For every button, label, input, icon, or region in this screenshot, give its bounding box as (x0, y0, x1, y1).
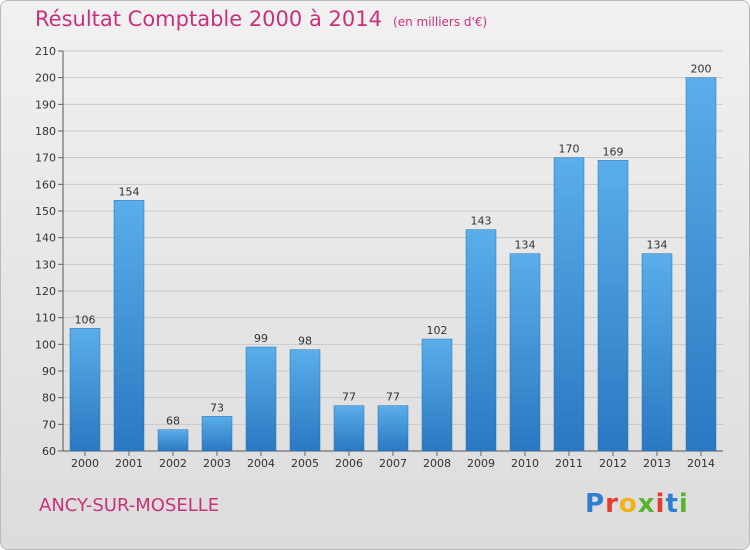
x-tick-label: 2010 (511, 457, 539, 470)
bar (509, 253, 541, 452)
bar (113, 200, 145, 452)
bar-value-label: 106 (75, 313, 96, 326)
bar-value-label: 77 (342, 391, 356, 404)
x-tick-label: 2003 (203, 457, 231, 470)
x-tick-label: 2002 (159, 457, 187, 470)
logo-letter: o (618, 489, 638, 519)
logo-letter: P (585, 489, 606, 519)
bar (201, 416, 233, 452)
bar-value-label: 134 (647, 239, 668, 252)
bar-value-label: 99 (254, 332, 268, 345)
bar (69, 328, 101, 452)
x-tick-label: 2012 (599, 457, 627, 470)
bar (553, 157, 585, 452)
x-tick-label: 2006 (335, 457, 363, 470)
bar-value-label: 170 (559, 143, 580, 156)
y-tick-label: 100 (35, 338, 56, 351)
x-tick-label: 2005 (291, 457, 319, 470)
bar (333, 405, 365, 452)
y-tick-label: 130 (35, 258, 56, 271)
x-tick-label: 2011 (555, 457, 583, 470)
bar (597, 160, 629, 452)
bar (245, 346, 277, 452)
y-tick-label: 200 (35, 72, 56, 85)
bar (157, 429, 189, 452)
y-tick-label: 150 (35, 205, 56, 218)
y-tick-label: 160 (35, 178, 56, 191)
bar-value-label: 154 (119, 185, 140, 198)
x-tick-label: 2004 (247, 457, 275, 470)
bar-value-label: 143 (471, 215, 492, 228)
bar-value-label: 134 (515, 239, 536, 252)
bar (421, 338, 453, 452)
bar-value-label: 200 (691, 63, 712, 76)
x-tick-label: 2000 (71, 457, 99, 470)
logo-letter: t (665, 489, 679, 519)
commune-name: ANCY-SUR-MOSELLE (39, 495, 220, 516)
chart-title: Résultat Comptable 2000 à 2014 (35, 7, 382, 31)
x-tick-label: 2007 (379, 457, 407, 470)
x-tick-label: 2009 (467, 457, 495, 470)
y-tick-label: 60 (42, 445, 56, 458)
y-tick-label: 140 (35, 232, 56, 245)
bar-value-label: 77 (386, 391, 400, 404)
bar (685, 77, 717, 452)
y-tick-label: 80 (42, 392, 56, 405)
bar (377, 405, 409, 452)
y-tick-label: 70 (42, 418, 56, 431)
bar (641, 253, 673, 452)
x-tick-label: 2001 (115, 457, 143, 470)
title-block: Résultat Comptable 2000 à 2014 (en milli… (35, 7, 487, 31)
y-tick-label: 90 (42, 365, 56, 378)
y-tick-label: 190 (35, 98, 56, 111)
logo-letter: i (678, 489, 689, 519)
y-tick-label: 180 (35, 125, 56, 138)
logo-letter: r (605, 489, 619, 519)
x-tick-label: 2014 (687, 457, 715, 470)
x-tick-label: 2008 (423, 457, 451, 470)
bar-value-label: 169 (603, 145, 624, 158)
bar-value-label: 68 (166, 415, 180, 428)
y-tick-label: 110 (35, 312, 56, 325)
bar-value-label: 102 (427, 324, 448, 337)
bar (465, 229, 497, 452)
proxiti-logo: Proxiti (585, 489, 689, 519)
logo-letter: x (637, 489, 656, 519)
logo-letter: i (655, 489, 666, 519)
y-tick-label: 210 (35, 45, 56, 58)
chart-subtitle: (en milliers d'€) (393, 15, 488, 29)
bar (289, 349, 321, 452)
bar-value-label: 73 (210, 401, 224, 414)
y-tick-label: 170 (35, 152, 56, 165)
y-tick-label: 120 (35, 285, 56, 298)
bar-value-label: 98 (298, 335, 312, 348)
x-tick-label: 2013 (643, 457, 671, 470)
